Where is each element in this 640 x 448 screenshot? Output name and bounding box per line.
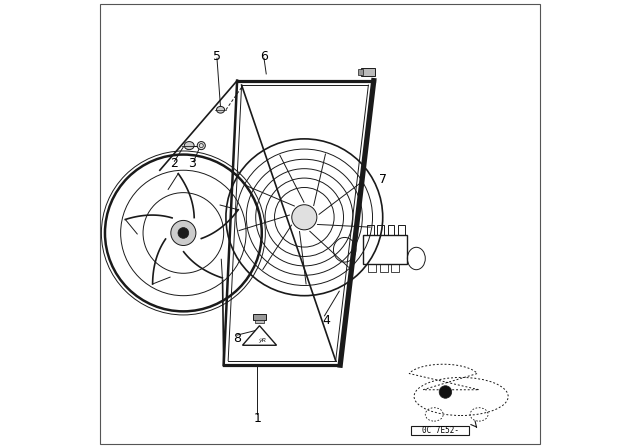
Ellipse shape — [184, 142, 194, 150]
Bar — [368, 264, 376, 272]
Text: 3: 3 — [188, 157, 196, 170]
Text: 8: 8 — [233, 332, 241, 345]
Text: ÿR: ÿR — [258, 338, 266, 343]
Text: 0C 7E52-: 0C 7E52- — [422, 426, 459, 435]
Bar — [362, 235, 408, 264]
Text: 4: 4 — [323, 314, 331, 327]
Bar — [388, 225, 394, 235]
Bar — [378, 225, 384, 235]
Bar — [255, 320, 264, 323]
Bar — [380, 264, 388, 272]
Bar — [398, 225, 404, 235]
Ellipse shape — [292, 205, 317, 230]
Ellipse shape — [216, 107, 225, 113]
Ellipse shape — [178, 228, 189, 238]
Bar — [391, 264, 399, 272]
Bar — [358, 69, 363, 75]
Ellipse shape — [197, 142, 205, 150]
Bar — [253, 314, 266, 320]
Bar — [411, 426, 469, 435]
Ellipse shape — [439, 386, 452, 398]
Text: 7: 7 — [379, 172, 387, 186]
Bar — [367, 225, 374, 235]
Text: 2: 2 — [170, 157, 179, 170]
Ellipse shape — [171, 220, 196, 246]
Bar — [361, 68, 374, 76]
Text: 1: 1 — [253, 412, 261, 426]
Text: 6: 6 — [260, 49, 268, 63]
Text: 5: 5 — [213, 49, 221, 63]
